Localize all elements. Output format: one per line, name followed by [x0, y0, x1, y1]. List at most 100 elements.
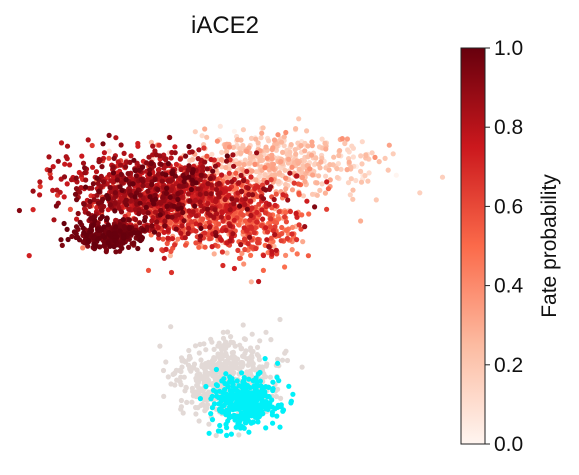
cell-point [187, 198, 193, 204]
cell-point [235, 247, 241, 253]
cell-point [267, 220, 273, 226]
cell-point [376, 159, 382, 165]
cell-point [74, 197, 80, 203]
cell-point [307, 166, 313, 172]
cell-point [128, 153, 134, 159]
cell-point [165, 161, 171, 167]
cell-point [282, 214, 288, 220]
cell-point [83, 177, 89, 183]
cell-point [236, 432, 242, 438]
cell-point [189, 177, 195, 183]
cell-point [79, 153, 85, 159]
cell-point [350, 145, 356, 151]
cell-point [183, 242, 189, 248]
cell-point [130, 181, 136, 187]
cell-point [133, 173, 139, 179]
cell-point [300, 193, 306, 199]
cell-point [137, 200, 143, 206]
cell-point [195, 156, 201, 162]
cell-point [175, 191, 181, 197]
cell-point [125, 171, 131, 177]
cell-point [250, 154, 257, 160]
cell-point [289, 224, 296, 230]
cell-point [223, 350, 229, 357]
cell-point [195, 405, 201, 411]
cell-point [100, 141, 106, 147]
cell-point [210, 373, 216, 379]
cell-point [46, 154, 52, 160]
cell-point [193, 221, 199, 227]
cell-point [331, 154, 337, 160]
cell-point [248, 212, 254, 219]
cell-point [179, 223, 185, 229]
cell-point [176, 212, 182, 218]
cell-point [62, 161, 68, 167]
cell-point [323, 146, 329, 152]
cell-point [257, 338, 263, 344]
cell-point [118, 209, 125, 215]
cell-point [132, 194, 138, 200]
cell-point [173, 226, 179, 232]
cell-point [267, 212, 273, 218]
cell-point [198, 225, 204, 231]
cell-point [85, 137, 91, 143]
cell-point [306, 211, 312, 217]
cell-point [247, 160, 253, 166]
cell-point [165, 227, 171, 233]
cell-point [337, 148, 343, 154]
cell-point [100, 196, 106, 202]
cell-point [137, 220, 143, 226]
cell-point [272, 202, 278, 208]
cell-point [358, 179, 365, 185]
cell-point [192, 203, 198, 209]
cell-point [251, 230, 257, 236]
cell-point [318, 159, 324, 165]
cell-point [323, 173, 329, 179]
cell-point [178, 230, 184, 236]
cell-point [74, 216, 80, 222]
cell-point [207, 224, 213, 230]
cell-point [299, 212, 305, 218]
cell-point [276, 209, 282, 215]
cell-point [226, 186, 232, 192]
cell-point [280, 149, 286, 155]
cell-point [208, 191, 214, 197]
cell-point [181, 218, 187, 224]
cell-point [271, 243, 277, 249]
cell-point [283, 186, 289, 192]
cell-point [140, 227, 146, 233]
cell-point [238, 150, 244, 156]
cell-point [143, 204, 149, 210]
cell-point [87, 203, 93, 209]
cell-point [69, 233, 75, 240]
cell-point [268, 177, 274, 183]
cell-point [147, 171, 153, 177]
cell-point [68, 177, 75, 183]
cell-point [189, 149, 195, 155]
colorbar-tick-label: 0.6 [494, 195, 523, 218]
cell-point [106, 132, 112, 138]
cell-point [271, 196, 277, 203]
chart-title: iACE2 [190, 12, 260, 39]
cell-point [145, 210, 151, 216]
cell-point [262, 210, 268, 216]
cell-point [275, 356, 281, 362]
cell-point [176, 367, 183, 374]
cell-point [223, 358, 229, 365]
cell-point [236, 222, 242, 228]
cell-point [82, 170, 88, 176]
cell-point [176, 183, 182, 189]
cell-point [276, 233, 282, 239]
cell-point [146, 154, 152, 160]
cell-point [309, 139, 315, 145]
cell-point [135, 245, 141, 252]
cell-point [224, 149, 230, 155]
cell-point [294, 214, 300, 220]
cell-point [51, 217, 57, 223]
cell-point [248, 279, 254, 285]
cell-point [188, 186, 194, 193]
cell-point [104, 192, 110, 199]
cell-point [346, 159, 352, 165]
cell-point [243, 348, 249, 354]
cell-point [336, 152, 342, 159]
